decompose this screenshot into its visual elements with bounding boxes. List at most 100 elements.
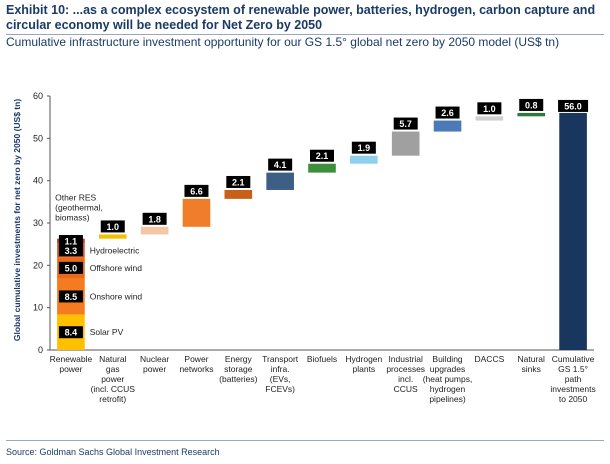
source-divider: [6, 440, 604, 441]
x-category-label: infra.: [271, 364, 290, 374]
x-category-label: (heat pumps,: [423, 374, 473, 384]
y-tick-label: 0: [38, 345, 43, 355]
exhibit-title: Exhibit 10: ...as a complex ecosystem of…: [6, 3, 596, 32]
waterfall-value-label: 5.7: [399, 119, 412, 129]
x-category-label: Cumulative: [552, 354, 595, 364]
x-category-label: to 2050: [559, 394, 588, 404]
renewable-segment-name: Hydroelectric: [90, 245, 140, 255]
waterfall-value-label-box: [268, 158, 293, 171]
waterfall-value-label-box: [184, 184, 209, 197]
waterfall-bar: [140, 226, 169, 235]
waterfall-bar: [433, 120, 462, 132]
x-category-label: Energy: [225, 354, 253, 364]
x-category-label: gas: [106, 364, 120, 374]
x-category-label: networks: [179, 364, 213, 374]
x-category-label: power: [59, 364, 82, 374]
waterfall-value-label: 1.0: [107, 222, 120, 232]
y-axis-title: Global cumulative investments for net ze…: [12, 99, 22, 341]
y-tick-label: 50: [33, 133, 43, 143]
waterfall-value-label: 2.1: [316, 151, 329, 161]
x-category-label: GS 1.5°: [558, 364, 588, 374]
renewable-segment-label: 8.5: [65, 292, 78, 302]
x-category-label: FCEVs): [265, 384, 295, 394]
x-category-label: Nuclear: [140, 354, 169, 364]
waterfall-value-label: 1.9: [358, 143, 371, 153]
x-category-label: CCUS: [394, 384, 418, 394]
x-category-label: plants: [353, 364, 376, 374]
y-tick-label: 10: [33, 303, 43, 313]
renewable-segment-name: Offshore wind: [90, 263, 143, 273]
chart-subtitle: Cumulative infrastructure investment opp…: [6, 35, 560, 49]
x-category-label: DACCS: [475, 354, 505, 364]
title-divider: [6, 34, 604, 35]
waterfall-value-label-box: [393, 117, 418, 130]
renewable-segment-label: 3.3: [65, 246, 78, 256]
x-category-label: (batteries): [219, 374, 257, 384]
x-category-label: sinks: [522, 364, 541, 374]
x-category-label: (EVs,: [270, 374, 291, 384]
waterfall-value-label: 4.1: [274, 160, 287, 170]
waterfall-value-label-box: [310, 149, 334, 162]
x-category-label: Transport: [262, 354, 299, 364]
waterfall-value-label: 1.0: [483, 104, 496, 114]
waterfall-bar: [266, 172, 294, 190]
renewable-segment-label-box: [58, 234, 83, 247]
chart-axes: 0 10 20 30 40 50 60: [33, 91, 594, 355]
x-category-label: storage: [224, 364, 253, 374]
x-category-label: power: [101, 374, 124, 384]
x-category-label: Renewable: [50, 354, 93, 364]
x-category-label: pipelines): [429, 394, 466, 404]
y-tick-label: 20: [33, 260, 43, 270]
waterfall-value-label-box: [435, 106, 460, 119]
waterfall-value-label-box: [351, 141, 376, 154]
x-category-label: Hydrogen: [345, 354, 382, 364]
waterfall-bar: [182, 198, 211, 227]
waterfall-bar: [98, 234, 127, 239]
renewable-segment-label-box: [58, 290, 83, 303]
x-category-label: path: [565, 374, 582, 384]
waterfall-chart: 0 10 20 30 40 50 60 8.4 8.5 5.0 3.31.1 Solar PV Ons…: [12, 91, 596, 404]
waterfall-bar: [517, 112, 546, 117]
x-category-label: (incl. CCUS: [91, 384, 136, 394]
total-value-label-box: [558, 99, 589, 112]
renewable-segment-label-box: [58, 244, 83, 257]
renewable-segment-label-box: [58, 326, 83, 339]
waterfall-bar: [308, 163, 336, 173]
waterfall-value-label: 0.8: [525, 100, 538, 110]
other-res-annotation: (geothermal,: [55, 203, 103, 213]
renewable-segment-name: Solar PV: [90, 327, 124, 337]
waterfall-value-label: 1.8: [148, 214, 161, 224]
chart-value-labels: 8.4 8.5 5.0 3.31.1 Solar PV Onshore wind Offsh…: [55, 98, 589, 339]
renewable-segment-label: 1.1: [65, 236, 78, 246]
renewable-segment-label: 8.4: [65, 328, 78, 338]
y-tick-label: 30: [33, 218, 43, 228]
x-category-label: Natural: [99, 354, 127, 364]
source-note: Source: Goldman Sachs Global Investment …: [6, 447, 220, 457]
waterfall-value-label: 2.6: [441, 108, 454, 118]
x-category-label: Industrial: [388, 354, 423, 364]
renewable-segment-label-box: [58, 261, 83, 274]
waterfall-bar: [475, 116, 504, 121]
x-category-label: investments: [550, 384, 595, 394]
waterfall-bar: [224, 189, 253, 199]
y-tick-label: 60: [33, 91, 43, 101]
renewable-segment-name: Onshore wind: [90, 291, 143, 301]
waterfall-value-label-box: [142, 212, 167, 225]
y-tick-label: 40: [33, 176, 43, 186]
waterfall-value-label: 6.6: [190, 186, 203, 196]
waterfall-bar: [391, 131, 420, 156]
waterfall-value-label-box: [226, 175, 251, 188]
x-category-label: Biofuels: [307, 354, 337, 364]
total-value-label: 56.0: [564, 101, 582, 111]
x-category-label: Natural: [518, 354, 546, 364]
other-res-annotation: Other RES: [55, 193, 96, 203]
waterfall-value-label-box: [519, 98, 544, 111]
waterfall-bar: [350, 155, 378, 164]
x-category-label: Building: [432, 354, 463, 364]
waterfall-value-label: 2.1: [232, 177, 245, 187]
waterfall-value-label-box: [477, 102, 502, 115]
total-bar: [559, 112, 587, 350]
x-category-label: Power: [184, 354, 208, 364]
waterfall-value-label-box: [100, 220, 125, 233]
